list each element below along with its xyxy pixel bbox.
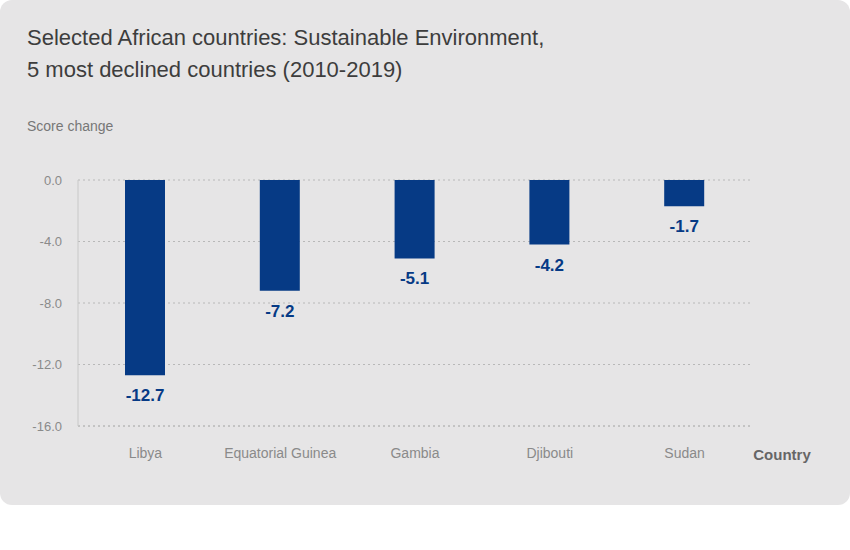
svg-text:Sudan: Sudan bbox=[664, 445, 704, 461]
svg-text:Djibouti: Djibouti bbox=[526, 445, 573, 461]
svg-text:Libya: Libya bbox=[129, 445, 163, 461]
html-text:Country: Country bbox=[753, 446, 811, 463]
svg-text:Equatorial Guinea: Equatorial Guinea bbox=[224, 445, 336, 461]
html-text:Score change: Score change bbox=[27, 118, 114, 134]
svg-text:-1.7: -1.7 bbox=[670, 217, 699, 236]
svg-text:-5.1: -5.1 bbox=[400, 269, 429, 288]
svg-text:0.0: 0.0 bbox=[44, 173, 62, 188]
svg-text:-4.2: -4.2 bbox=[535, 256, 564, 275]
svg-text:-12.0: -12.0 bbox=[32, 357, 62, 372]
svg-text:-8.0: -8.0 bbox=[40, 296, 62, 311]
svg-text:Gambia: Gambia bbox=[390, 445, 439, 461]
svg-text:-16.0: -16.0 bbox=[32, 419, 62, 434]
svg-text:-4.0: -4.0 bbox=[40, 234, 62, 249]
svg-text:-12.7: -12.7 bbox=[126, 386, 165, 405]
html-text:Selected African countries: Su: Selected African countries: Sustainable … bbox=[27, 25, 545, 82]
svg-text:-7.2: -7.2 bbox=[265, 302, 294, 321]
